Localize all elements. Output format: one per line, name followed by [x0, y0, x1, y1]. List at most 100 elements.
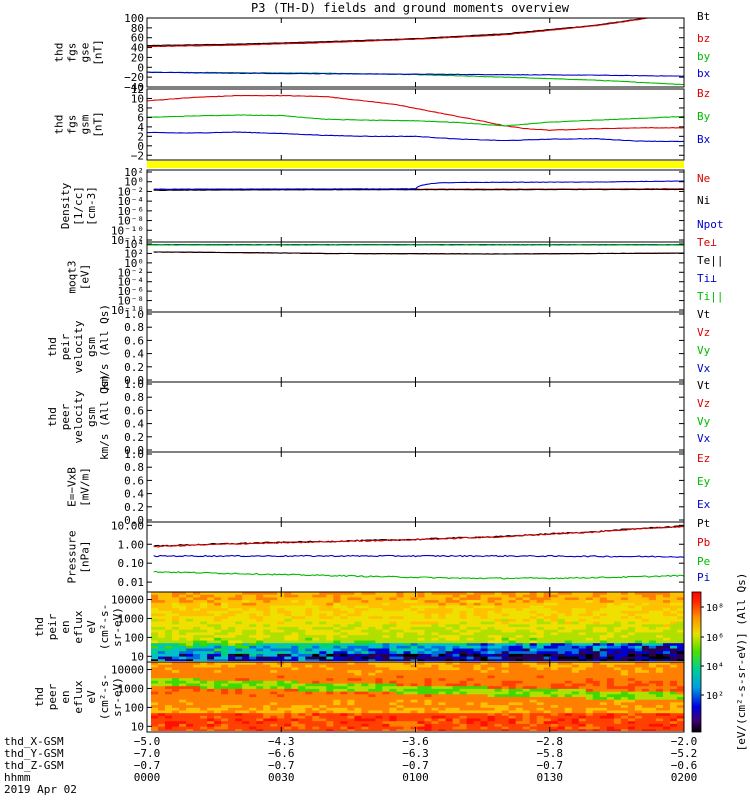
spectrogram-cell — [207, 662, 215, 666]
spectrogram-cell — [557, 645, 566, 649]
spectrogram-cell — [522, 610, 531, 614]
spectrogram-cell — [431, 723, 439, 727]
spectrogram-cell — [599, 664, 608, 668]
spectrogram-cell — [298, 715, 306, 719]
spectrogram-cell — [207, 602, 215, 606]
spectrogram-cell — [347, 651, 355, 655]
ytick-label-fgs: 60 — [131, 32, 144, 45]
spectrogram-cell — [207, 713, 215, 717]
spectrogram-cell — [641, 637, 650, 641]
spectrogram-cell — [445, 670, 453, 674]
spectrogram-cell — [564, 618, 573, 622]
spectrogram-cell — [193, 656, 201, 660]
spectrogram-cell — [179, 629, 187, 633]
spectrogram-cell — [452, 629, 460, 633]
spectrogram-cell — [670, 672, 678, 676]
spectrogram-cell — [606, 640, 615, 644]
spectrogram-cell — [431, 667, 439, 671]
spectrogram-cell — [340, 613, 348, 617]
spectrogram-cell — [263, 635, 271, 639]
spectrogram-cell — [557, 637, 566, 641]
spectrogram-cell — [186, 594, 194, 598]
spectrogram-cell — [522, 702, 531, 706]
spectrogram-cell — [508, 702, 517, 706]
spectrogram-cell — [445, 592, 453, 596]
spectrogram-cell — [284, 594, 292, 598]
spectrogram-cell — [634, 656, 643, 660]
spectrogram-cell — [501, 718, 510, 722]
spectrogram-cell — [389, 645, 397, 649]
spectrogram-cell — [445, 645, 453, 649]
spectrogram-cell — [431, 697, 439, 701]
spectrogram-cell — [494, 705, 502, 709]
spectrogram-cell — [396, 672, 404, 676]
spectrogram-cell — [424, 675, 432, 679]
spectrogram-cell — [403, 672, 411, 676]
spectrogram-cell — [473, 618, 481, 622]
spectrogram-cell — [550, 632, 559, 636]
spectrogram-cell — [480, 635, 488, 639]
spectrogram-cell — [452, 729, 460, 731]
spectrogram-cell — [445, 594, 453, 598]
spectrogram-cell — [270, 605, 278, 609]
spectrogram-cell — [480, 670, 488, 674]
spectrogram-cell — [431, 680, 439, 684]
spectrogram-cell — [284, 672, 292, 676]
spectrogram-cell — [207, 594, 215, 598]
spectrogram-cell — [508, 600, 517, 604]
spectrogram-cell — [193, 605, 201, 609]
spectrogram-cell — [270, 594, 278, 598]
spectrogram-cell — [550, 662, 559, 666]
ytick-label-fgs_gsm: 2 — [137, 130, 144, 143]
spectrogram-cell — [557, 680, 566, 684]
spectrogram-cell — [655, 713, 664, 717]
spectrogram-cell — [578, 618, 587, 622]
spectrogram-cell — [235, 710, 243, 714]
spectrogram-cell — [361, 653, 369, 657]
spectrogram-cell — [501, 723, 510, 727]
spectrogram-cell — [663, 705, 671, 709]
spectrogram-cell — [585, 605, 594, 609]
spectrogram-cell — [466, 723, 474, 727]
spectrogram-cell — [326, 688, 334, 692]
spectrogram-cell — [249, 656, 257, 660]
spectrogram-cell — [599, 594, 608, 598]
spectrogram-cell — [298, 610, 306, 614]
spectrogram-cell — [431, 629, 439, 633]
spectrogram-cell — [193, 723, 201, 727]
spectrogram-cell — [592, 637, 601, 641]
spectrogram-cell — [529, 726, 538, 730]
spectrogram-cell — [389, 602, 397, 606]
spectrogram-cell — [515, 656, 524, 660]
spectrogram-cell — [305, 718, 313, 722]
ytick-label-density: 10² — [124, 166, 144, 179]
spectrogram-cell — [515, 632, 524, 636]
spectrogram-cell — [550, 686, 559, 690]
spectrogram-cell — [508, 721, 517, 725]
spectrogram-cell — [663, 632, 671, 636]
spectrogram-cell — [452, 707, 460, 711]
spectrogram-cell — [249, 594, 257, 598]
spectrogram-cell — [599, 656, 608, 660]
spectrogram-cell — [277, 680, 285, 684]
spectrogram-cell — [677, 691, 684, 695]
spectrogram-cell — [445, 710, 453, 714]
spectrogram-cell — [221, 597, 229, 601]
spectrogram-cell — [256, 694, 264, 698]
spectrogram-cell — [165, 675, 173, 679]
spectrogram-cell — [529, 707, 538, 711]
spectrogram-cell — [459, 680, 467, 684]
spectrogram-cell — [663, 605, 671, 609]
spectrogram-cell — [641, 648, 650, 652]
spectrogram-cell — [361, 608, 369, 612]
spectrogram-cell — [417, 594, 425, 598]
spectrogram-cell — [291, 729, 299, 731]
spectrogram-cell — [543, 637, 552, 641]
legend-efield-Ex: Ex — [697, 498, 711, 511]
spectrogram-cell — [249, 715, 257, 719]
spectrogram-cell — [186, 702, 194, 706]
spectrogram-cell — [263, 632, 271, 636]
spectrogram-cell — [256, 691, 264, 695]
spectrogram-cell — [284, 592, 292, 596]
spectrogram-cell — [543, 675, 552, 679]
